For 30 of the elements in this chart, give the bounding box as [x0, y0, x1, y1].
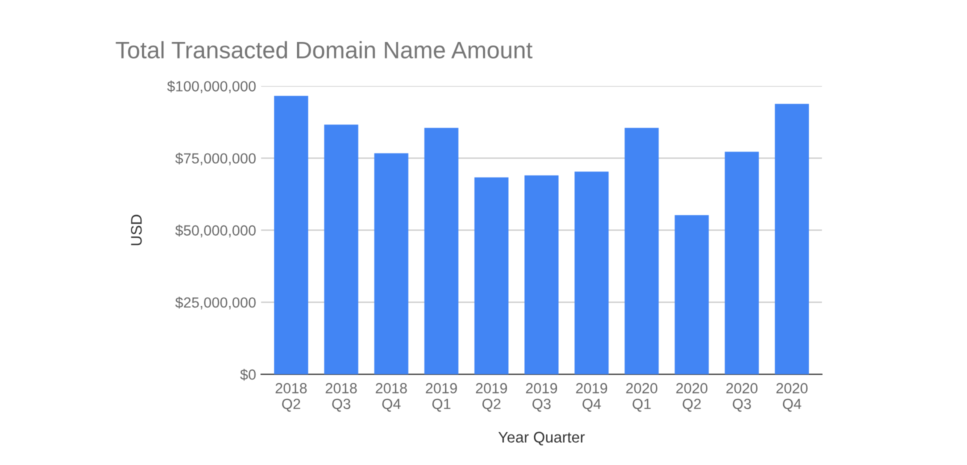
- bar: [624, 128, 659, 374]
- bar: [324, 124, 358, 374]
- y-tick-label: $75,000,000: [175, 152, 256, 166]
- bar: [574, 172, 609, 374]
- bar: [274, 96, 308, 374]
- bar: [524, 175, 559, 374]
- x-tick-label: 2019 Q4: [576, 383, 608, 412]
- y-axis-title: USD: [130, 214, 142, 246]
- x-tick-label: 2019 Q1: [426, 383, 457, 412]
- bar: [474, 177, 508, 374]
- x-tick-label: 2018 Q3: [326, 383, 357, 412]
- y-tick-label: $0: [240, 368, 256, 381]
- x-tick-label: 2018 Q2: [276, 383, 307, 412]
- bar: [424, 128, 458, 374]
- x-tick-label: 2020 Q2: [676, 383, 708, 412]
- x-tick-label: 2020 Q4: [776, 383, 808, 412]
- y-tick-label: $50,000,000: [175, 224, 256, 238]
- x-axis-title: Year Quarter: [498, 432, 585, 446]
- bar: [724, 152, 759, 374]
- x-tick-label: 2018 Q4: [376, 383, 407, 412]
- x-tick-label: 2019 Q2: [476, 383, 507, 412]
- bar: [674, 215, 709, 374]
- x-tick-label: 2020 Q1: [626, 383, 658, 412]
- x-tick-label: 2019 Q3: [526, 383, 558, 412]
- y-tick-label: $25,000,000: [175, 296, 256, 310]
- bar: [374, 153, 408, 374]
- chart-title: Total Transacted Domain Name Amount: [116, 41, 532, 58]
- bar: [774, 104, 809, 374]
- y-tick-label: $100,000,000: [167, 80, 256, 94]
- x-tick-label: 2020 Q3: [726, 383, 758, 412]
